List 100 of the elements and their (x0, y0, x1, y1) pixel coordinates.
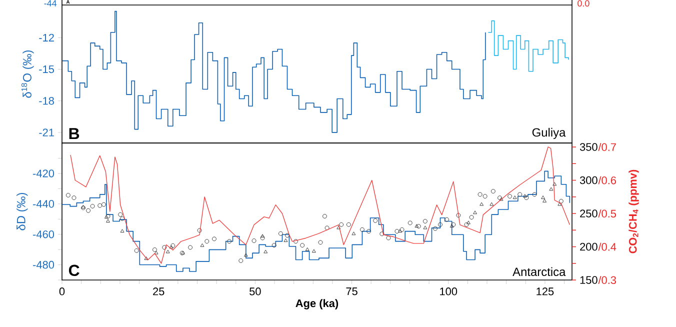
y3-tick-label: /0.3 (598, 276, 616, 284)
point (272, 243, 276, 248)
y2-tick-label: 350 (580, 143, 598, 151)
point (508, 194, 512, 199)
point (312, 249, 316, 253)
point (278, 231, 283, 236)
point (444, 217, 450, 222)
point (346, 222, 351, 227)
y-axis-title: δD (‰) (16, 192, 28, 230)
point (81, 206, 86, 210)
x-tick-label: 50 (250, 288, 261, 296)
point (558, 198, 564, 204)
point (318, 240, 323, 245)
annotation: B (69, 128, 80, 140)
point (464, 222, 469, 227)
point (408, 220, 412, 226)
point (456, 213, 461, 218)
point (532, 192, 537, 197)
point (380, 232, 384, 236)
point (66, 192, 70, 198)
point (170, 243, 176, 248)
point (120, 216, 125, 221)
point (101, 202, 106, 207)
point (244, 253, 248, 257)
point (451, 222, 456, 227)
point (169, 245, 174, 249)
y2-axis-title: CO$_{2}$/CH$_{4}$ (ppmv) (628, 170, 639, 254)
point (352, 232, 356, 236)
point (366, 229, 372, 234)
y3-tick-label: /0.5 (598, 209, 616, 218)
point (204, 239, 210, 244)
point (260, 236, 265, 240)
point (162, 245, 167, 250)
point (518, 192, 522, 197)
point (324, 226, 330, 230)
point (90, 204, 95, 208)
y2-tick-label: 250 (580, 210, 598, 218)
y3-tick-label: /0.6 (598, 176, 616, 184)
point (398, 229, 402, 233)
point (212, 236, 216, 242)
y-tick-label: -21 (39, 128, 54, 136)
point (86, 208, 91, 213)
point (134, 248, 139, 253)
point (524, 196, 529, 200)
point (305, 247, 310, 251)
point (227, 239, 232, 244)
point (522, 194, 527, 198)
point (473, 210, 478, 214)
point (542, 198, 547, 202)
point (264, 250, 268, 254)
point (482, 194, 488, 199)
point (386, 236, 391, 240)
point (72, 196, 76, 200)
point (558, 202, 562, 206)
y-tick-label: -480 (33, 260, 54, 269)
y-tick-label: -440 (33, 200, 54, 208)
x-tick-label: 0 (59, 288, 65, 296)
point (423, 226, 428, 230)
point (466, 220, 470, 224)
text: 0.0 (578, 0, 590, 7)
point (284, 238, 288, 242)
point (394, 229, 400, 234)
point (260, 234, 264, 238)
point (490, 202, 494, 206)
point (285, 233, 290, 238)
point (322, 214, 327, 218)
x-axis-title: Age (ka) (296, 299, 338, 310)
y3-tick-label: /0.4 (598, 242, 616, 251)
point (422, 219, 428, 224)
point (549, 187, 554, 191)
point (336, 226, 341, 230)
point (373, 218, 378, 223)
x-tick-label: 25 (153, 288, 164, 296)
y2-tick-label: 150 (580, 276, 598, 284)
point (478, 192, 482, 197)
y-axis-title: δ$^{18}$O (‰) (21, 50, 34, 98)
point (490, 189, 496, 194)
point (252, 238, 256, 243)
y-tick-label: -15 (39, 65, 54, 74)
point (238, 258, 244, 263)
x-tick-label: 75 (346, 288, 358, 296)
annotation: Antarctica (512, 267, 566, 276)
point (188, 245, 193, 250)
point (200, 243, 204, 247)
point (498, 196, 502, 200)
line-series (70, 146, 570, 264)
point (414, 224, 419, 228)
point (81, 204, 86, 208)
y-tick-label: -420 (33, 170, 54, 178)
annotation: C (68, 264, 80, 276)
point (450, 224, 454, 228)
point (438, 222, 442, 227)
point (166, 250, 170, 254)
x-tick-label: 125 (536, 288, 554, 296)
y2-tick-label: 200 (580, 242, 598, 251)
point (512, 196, 517, 200)
point (300, 243, 305, 248)
y-tick-label: -460 (33, 230, 54, 238)
annotation: Guliya (532, 128, 566, 140)
point (104, 215, 108, 219)
